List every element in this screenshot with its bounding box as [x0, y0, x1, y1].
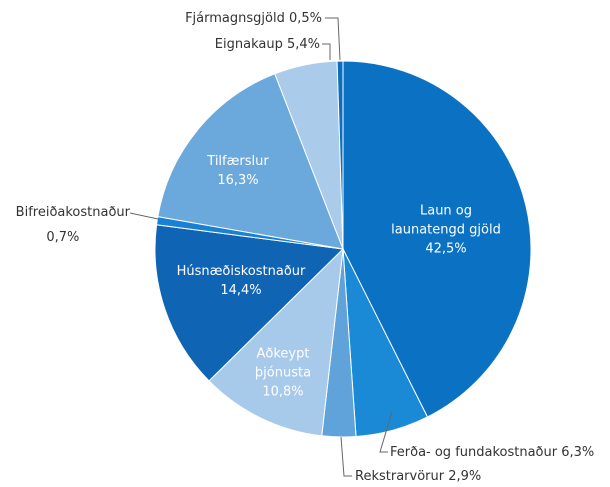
- slice: [208, 247, 344, 437]
- category-name: Rekstrarvörur: [355, 469, 445, 484]
- category-name: Aðkeypt þjónusta: [254, 346, 312, 381]
- category-name: Fjármagnsgjöld: [185, 11, 285, 26]
- slice: [154, 224, 345, 382]
- value-label: 0,5%: [288, 11, 322, 26]
- value-label: 10,8%: [262, 384, 304, 400]
- leader-line: [379, 411, 393, 453]
- value-label: 42,5%: [425, 241, 467, 257]
- category-name: Tilfærslur: [207, 154, 269, 169]
- slice-label: Rekstrarvörur 2,9%: [355, 467, 481, 486]
- slice-label: Laun og launatengd gjöld 42,5%: [386, 202, 506, 259]
- category-name: Húsnæðiskostnaður: [176, 264, 306, 279]
- value-label: 2,9%: [448, 469, 482, 484]
- leader-line: [322, 43, 331, 60]
- value-label: 5,4%: [286, 37, 320, 52]
- value-label: 16,3%: [217, 173, 259, 188]
- leader-line: [340, 436, 352, 477]
- category-name: Eignakaup: [214, 37, 283, 52]
- slice: [342, 60, 532, 418]
- slice-label: Bifreiðakostnaður 0,7%: [16, 203, 130, 247]
- leader-line: [129, 212, 159, 220]
- category-name: Ferða- og fundakostnaður: [390, 445, 558, 460]
- slice: [157, 73, 344, 250]
- leader-line: [325, 17, 341, 61]
- value-label: 0,7%: [46, 230, 80, 245]
- slice-label: Ferða- og fundakostnaður 6,3%: [390, 443, 594, 462]
- slice-label: Aðkeypt þjónusta 10,8%: [243, 345, 323, 402]
- value-label: 14,4%: [220, 283, 262, 298]
- slice-label: Tilfærslur 16,3%: [188, 152, 288, 190]
- slice-label: Fjármagnsgjöld 0,5%: [185, 9, 322, 28]
- category-name: Laun og launatengd gjöld: [391, 203, 501, 238]
- category-name: Bifreiðakostnaður: [15, 205, 130, 220]
- slice: [336, 60, 344, 250]
- value-label: 6,3%: [561, 445, 595, 460]
- slice-label: Húsnæðiskostnaður 14,4%: [166, 262, 316, 300]
- slice-label: Eignakaup 5,4%: [215, 35, 320, 54]
